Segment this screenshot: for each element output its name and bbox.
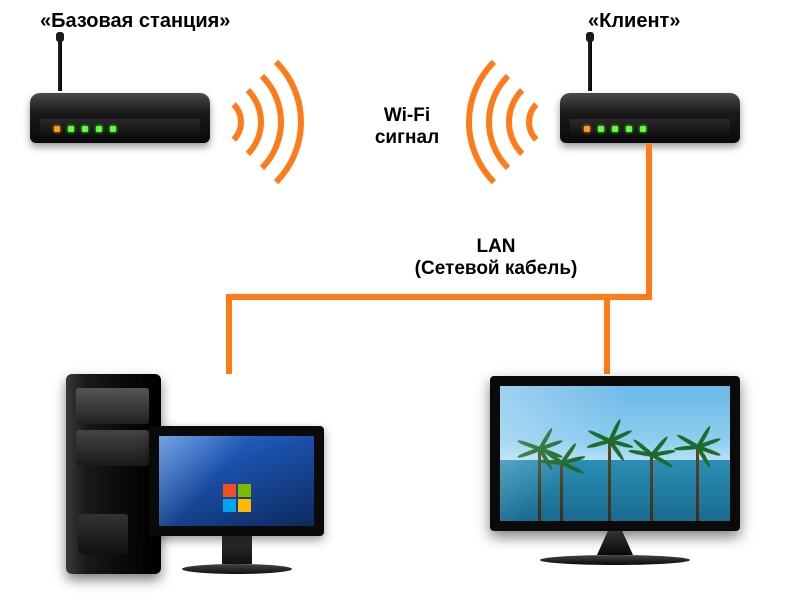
label-base-station: «Базовая станция» — [40, 10, 230, 33]
lan-cable-drop-tv — [604, 294, 610, 374]
label-wifi-line2: сигнал — [362, 127, 452, 149]
label-lan: LAN (Сетевой кабель) — [396, 236, 596, 280]
lan-cable-horizontal — [226, 294, 652, 300]
tv-stand — [597, 531, 633, 555]
label-wifi-signal: Wi-Fi сигнал — [362, 105, 452, 149]
label-lan-line2: (Сетевой кабель) — [396, 258, 596, 280]
windows-logo-icon — [221, 482, 253, 514]
desktop-computer — [66, 374, 324, 574]
palm-tree-icon — [560, 463, 563, 521]
pc-monitor-icon — [149, 426, 324, 574]
palm-tree-icon — [608, 441, 611, 521]
lan-cable-vertical — [646, 144, 652, 300]
label-lan-line1: LAN — [396, 236, 596, 258]
television — [490, 376, 740, 565]
tv-screen — [490, 376, 740, 531]
label-client: «Клиент» — [588, 10, 680, 33]
label-wifi-line1: Wi-Fi — [362, 105, 452, 127]
pc-tower-icon — [66, 374, 161, 574]
tv-base — [540, 555, 690, 565]
palm-tree-icon — [650, 455, 653, 521]
lan-cable-drop-pc — [226, 294, 232, 374]
antenna-icon — [58, 36, 62, 91]
palm-tree-icon — [696, 447, 699, 521]
